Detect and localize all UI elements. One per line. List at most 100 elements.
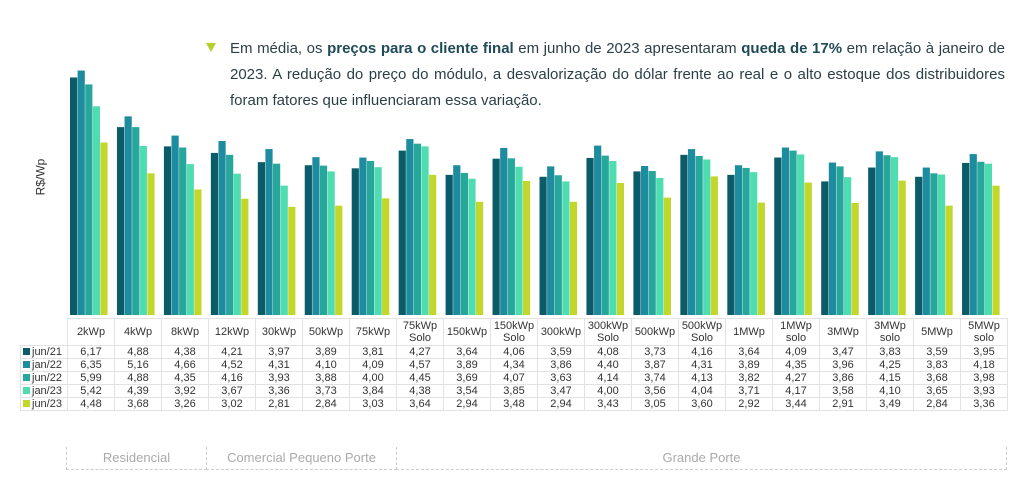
value-cell: 2,94: [537, 397, 585, 411]
bar-jun-21: [680, 154, 688, 315]
table-row: jan/23 5,42 4,39 3,92 3,67 3,36 3,73 3,84 4,38 3,…: [20, 384, 1008, 398]
bar-jun-22: [413, 143, 422, 315]
legend-swatch: [23, 361, 30, 368]
bar-jun-23: [569, 201, 578, 315]
bar-jun-23: [616, 182, 625, 315]
legend-swatch: [23, 387, 30, 394]
category-label: 2kWp: [67, 318, 115, 346]
value-cell: 3,71: [725, 384, 773, 398]
value-cell: 4,66: [161, 358, 209, 372]
value-cell: 3,02: [208, 397, 256, 411]
value-cell: 4,08: [584, 345, 632, 359]
bar-jan-22: [875, 151, 883, 315]
bar-jan-22: [124, 116, 132, 315]
bar-jan-23: [374, 167, 382, 315]
bar-jun-22: [460, 172, 468, 315]
bar-jan-23: [703, 159, 711, 315]
bar-jan-23: [515, 166, 523, 315]
intro-part: em relação à janeiro de 2023. A redução …: [230, 40, 1005, 109]
category-label: 150kWp: [443, 318, 491, 346]
value-cell: 4,18: [960, 358, 1008, 372]
bar-jun-22: [789, 150, 797, 315]
bar-jun-23: [804, 182, 812, 315]
bar-jun-22: [554, 175, 562, 315]
category-label: 75kWp Solo: [396, 318, 444, 346]
value-cell: 3,84: [349, 384, 397, 398]
value-cell: 4,88: [114, 345, 162, 359]
value-cell: 3,97: [255, 345, 303, 359]
value-cell: 3,82: [725, 371, 773, 385]
bar-jun-21: [304, 165, 312, 315]
value-cell: 4,06: [490, 345, 538, 359]
bar-jun-21: [915, 176, 923, 315]
value-cell: 4,52: [208, 358, 256, 372]
category-label: 4kWp: [114, 318, 162, 346]
bar-jun-21: [351, 168, 359, 315]
table-row: jan/22 6,35 5,16 4,66 4,52 4,31 4,10 4,09 4,57 3,…: [20, 358, 1008, 372]
category-label: 300kWp: [537, 318, 585, 346]
bar-jun-21: [210, 152, 219, 315]
value-cell: 3,89: [302, 345, 350, 359]
value-cell: 3,03: [349, 397, 397, 411]
value-cell: 3,83: [913, 358, 961, 372]
bar-jan-22: [828, 162, 836, 315]
value-cell: 3,73: [302, 384, 350, 398]
bar-jan-23: [984, 163, 993, 315]
series-label: jan/22: [32, 359, 62, 371]
category-label: 3MWp solo: [866, 318, 914, 346]
group-grande-porte: Grande Porte: [396, 447, 1007, 470]
bar-jan-22: [781, 147, 790, 315]
category-label: 500kWp Solo: [678, 318, 726, 346]
category-label: 5MWp solo: [960, 318, 1008, 346]
bar-jan-23: [797, 154, 805, 315]
value-cell: 4,09: [349, 358, 397, 372]
intro-bold: preços para o cliente final: [327, 40, 514, 57]
bar-jun-22: [366, 161, 375, 315]
value-cell: 2,84: [913, 397, 961, 411]
value-cell: 5,42: [67, 384, 115, 398]
value-cell: 3,47: [537, 384, 585, 398]
category-label: 300kWp Solo: [584, 318, 632, 346]
value-cell: 3,44: [772, 397, 820, 411]
bar-jun-21: [586, 157, 594, 315]
value-cell: 4,17: [772, 384, 820, 398]
value-cell: 2,81: [255, 397, 303, 411]
value-cell: 2,91: [819, 397, 867, 411]
bar-jan-22: [312, 157, 320, 315]
value-cell: 4,45: [396, 371, 444, 385]
bar-jun-22: [226, 154, 234, 315]
table-row: jun/21 6,17 4,88 4,38 4,21 3,97 3,89 3,81 4,27 3,…: [20, 345, 1008, 359]
value-cell: 3,68: [114, 397, 162, 411]
value-cell: 4,35: [161, 371, 209, 385]
intro-part: em junho de 2023 apresentaram: [513, 40, 742, 57]
value-cell: 3,54: [443, 384, 491, 398]
bar-jun-22: [883, 155, 891, 315]
bar-jun-23: [757, 202, 765, 315]
value-cell: 3,60: [678, 397, 726, 411]
bar-jun-23: [992, 185, 1000, 315]
value-cell: 4,27: [396, 345, 444, 359]
bar-jan-22: [734, 165, 743, 315]
bullet-icon: [206, 43, 216, 52]
value-cell: 4,38: [396, 384, 444, 398]
value-cell: 3,74: [631, 371, 679, 385]
value-cell: 3,83: [866, 345, 914, 359]
value-cell: 3,96: [819, 358, 867, 372]
bar-jun-21: [116, 127, 125, 316]
value-cell: 3,63: [537, 371, 585, 385]
value-cell: 4,00: [584, 384, 632, 398]
value-cell: 4,16: [208, 371, 256, 385]
category-label: 3MWp: [819, 318, 867, 346]
value-cell: 4,14: [584, 371, 632, 385]
value-cell: 3,59: [537, 345, 585, 359]
value-cell: 3,36: [960, 397, 1008, 411]
legend-swatch: [23, 400, 30, 407]
bar-jun-21: [962, 162, 970, 315]
category-label: 5MWp: [913, 318, 961, 346]
value-cell: 6,35: [67, 358, 115, 372]
value-cell: 3,58: [819, 384, 867, 398]
value-cell: 3,67: [208, 384, 256, 398]
value-cell: 4,38: [161, 345, 209, 359]
value-cell: 3,43: [584, 397, 632, 411]
bar-jan-23: [92, 106, 100, 315]
